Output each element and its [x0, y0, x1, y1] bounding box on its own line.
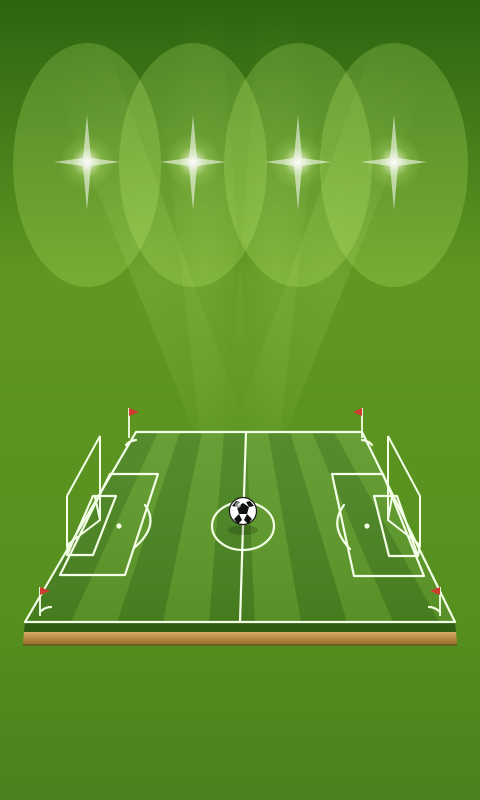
floodlight-flare-2	[160, 115, 226, 210]
goal-left	[66, 435, 101, 556]
floodlight-flare-3	[265, 115, 331, 210]
corner-flag-bottom-right	[430, 587, 441, 616]
floodlight-flare-1	[54, 115, 120, 210]
goal-right	[387, 435, 421, 557]
soccer-ball-icon	[228, 496, 258, 535]
corner-flags	[39, 408, 441, 616]
corner-flag-bottom-left	[39, 587, 50, 616]
floodlight-flares	[54, 115, 427, 210]
corner-flag-top-left	[128, 408, 139, 438]
platform	[23, 622, 457, 646]
floodlight-flare-4	[361, 115, 427, 210]
corner-flag-top-right	[353, 408, 363, 438]
